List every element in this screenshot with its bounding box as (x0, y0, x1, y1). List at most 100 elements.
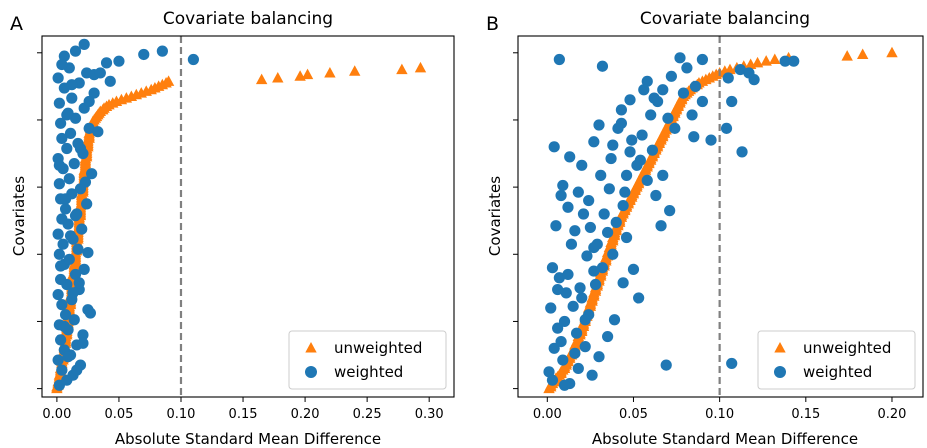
panel-b-weighted-point (669, 122, 681, 134)
panel-b-weighted-point (572, 362, 584, 375)
panel-b-weighted-point (641, 75, 653, 87)
panel-b-weighted-point (548, 141, 560, 153)
panel-b-x-tick-label: 0.15 (791, 407, 820, 422)
panel-b-plot-area (543, 46, 898, 394)
panel-b-weighted-point (626, 134, 638, 146)
panel-a-weighted-point (104, 75, 116, 87)
panel-b-title: Covariate balancing (640, 9, 810, 29)
panel-b-weighted-point (650, 189, 662, 202)
panel-a-weighted-point (77, 329, 89, 341)
panel-a-weighted-point (56, 213, 68, 225)
panel-b-weighted-point (579, 314, 591, 326)
panel-a-weighted-point (55, 334, 67, 346)
panel-b-weighted-point (543, 366, 555, 378)
panel-b-weighted-point (577, 208, 590, 220)
panel-b-weighted-point (584, 221, 596, 234)
panel-b-unweighted-point (769, 53, 781, 65)
panel-b-weighted-point (588, 265, 600, 277)
panel-a-y-axis-label: Covariates (10, 176, 28, 256)
panel-a-weighted-point (61, 109, 73, 121)
panel-a-weighted-point (77, 337, 89, 349)
panel-a-unweighted-point (324, 66, 336, 78)
panel-b-weighted-point (617, 199, 629, 212)
panel-b-unweighted-point (760, 55, 772, 66)
panel-b-weighted-point (546, 262, 559, 274)
panel-b-label: B (486, 13, 499, 35)
panel-b-weighted-point (545, 302, 557, 314)
panel-b-weighted-point (645, 109, 657, 121)
panel-b-weighted-point (555, 335, 567, 348)
panel-b-weighted-point (553, 272, 565, 284)
panel-b-weighted-point (546, 374, 559, 386)
panel-b-weighted-point (633, 292, 645, 304)
panel-a-x-axis-label: Absolute Standard Mean Difference (115, 430, 381, 448)
panel-a-x-tick-label: 0.30 (415, 407, 444, 422)
panel-a-weighted-point (66, 79, 78, 91)
panel-b-weighted-point (570, 327, 583, 339)
panel-b-weighted-point (564, 151, 576, 163)
panel-b-axes-frame (517, 35, 924, 398)
panel-b-weighted-point (598, 208, 610, 220)
panel-b-weighted-point (641, 174, 653, 186)
panel-a-plot-area (51, 38, 427, 394)
panel-b-weighted-point (788, 55, 800, 67)
panel-a-weighted-point (55, 273, 67, 286)
panel-b-weighted-point (677, 87, 690, 99)
panel-a-weighted-point (59, 309, 72, 321)
panel-a-weighted-point (81, 198, 93, 210)
panel-b-weighted-point (627, 263, 640, 275)
panel-b-weighted-point (576, 159, 588, 171)
panel-a-weighted-point (52, 288, 64, 301)
panel-b-weighted-point (660, 359, 672, 371)
panel-b-weighted-point (664, 205, 676, 217)
panel-a-weighted-point (71, 364, 83, 376)
panel-b: B Covariate balancing Absolute Standard … (486, 9, 924, 448)
panel-a-legend-unweighted-label: unweighted (334, 339, 422, 357)
panel-a-weighted-point (69, 210, 82, 222)
panel-a-unweighted-point (349, 65, 361, 76)
panel-a-legend-weighted-marker (305, 366, 317, 378)
panel-b-legend-weighted-marker (774, 366, 786, 378)
panel-a-weighted-point (74, 142, 87, 155)
panel-b-weighted-point (689, 80, 702, 92)
panel-b-legend-weighted-label: weighted (803, 363, 872, 381)
panel-a-weighted-point (53, 178, 65, 190)
panel-b-weighted-point (557, 354, 569, 366)
panel-a-weighted-point (69, 268, 82, 281)
panel-a-weighted-point (66, 92, 78, 104)
panel-a-weighted-point (83, 122, 95, 134)
panel-a-weighted-point (52, 72, 64, 84)
panel-a-weighted-point (78, 263, 90, 275)
panel-a-weighted-point (58, 320, 70, 333)
panel-a-weighted-point (53, 248, 65, 260)
panel-a-unweighted-point (414, 61, 427, 73)
panel-b-weighted-point (579, 341, 591, 353)
panel-b-unweighted-point (856, 48, 869, 59)
panel-b-weighted-point (617, 277, 629, 289)
panel-a-weighted-point (56, 364, 68, 376)
panel-b-weighted-point (688, 131, 700, 143)
panel-b-weighted-point (624, 146, 636, 158)
panel-b-weighted-point (588, 136, 600, 148)
panel-a-weighted-point (82, 247, 94, 259)
panel-b-x-axis-label: Absolute Standard Mean Difference (592, 430, 858, 448)
panel-b-weighted-point (736, 146, 748, 158)
panel-b-weighted-point (674, 52, 686, 64)
panel-b-x-tick-label: 0.20 (878, 407, 907, 422)
panel-a: A Covariate balancing Absolute Standard … (10, 9, 455, 448)
panel-b-weighted-point (581, 250, 593, 262)
panel-a-weighted-point (53, 159, 65, 171)
panel-b-weighted-point (696, 95, 709, 108)
panel-a-weighted-point (68, 314, 80, 326)
panel-b-weighted-point (655, 220, 667, 232)
panel-a-legend (288, 330, 447, 390)
panel-a-weighted-point (53, 97, 65, 109)
panel-a-weighted-point (83, 95, 95, 108)
panel-b-weighted-point (726, 357, 738, 370)
panel-b-weighted-point (743, 67, 755, 79)
panel-b-unweighted-point (886, 46, 898, 58)
panel-a-weighted-point (156, 45, 168, 57)
panel-b-weighted-point (591, 238, 603, 250)
panel-b-weighted-point (607, 139, 619, 151)
panel-b-legend (757, 330, 916, 390)
